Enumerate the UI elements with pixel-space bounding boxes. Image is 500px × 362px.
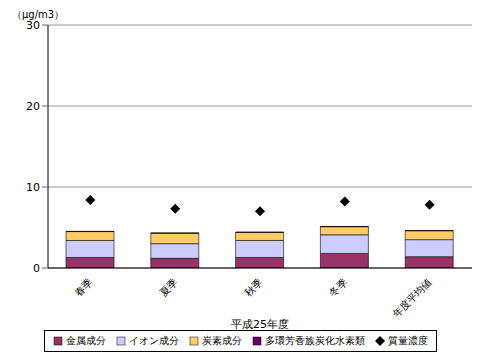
svg-text:年度平均値: 年度平均値 xyxy=(391,276,434,319)
html-text:質量濃度: 質量濃度 xyxy=(387,335,428,346)
svg-text:0: 0 xyxy=(33,262,40,275)
svg-text:20: 20 xyxy=(26,100,40,113)
svg-text:30: 30 xyxy=(26,19,40,32)
svg-text:冬季: 冬季 xyxy=(327,276,349,298)
html-text:炭素成分: 炭素成分 xyxy=(201,335,242,346)
svg-text:平成25年度: 平成25年度 xyxy=(231,318,289,331)
html-text:多環芳香族炭化水素類: 多環芳香族炭化水素類 xyxy=(264,335,365,346)
html-text:金属成分: 金属成分 xyxy=(65,335,106,346)
html-text:（μg/m3）: （μg/m3） xyxy=(12,9,65,20)
svg-text:春季: 春季 xyxy=(73,276,95,298)
html-text:イオン成分: イオン成分 xyxy=(128,335,179,346)
svg-text:夏季: 夏季 xyxy=(158,276,180,298)
svg-text:10: 10 xyxy=(26,181,40,194)
svg-text:秋季: 秋季 xyxy=(242,276,264,298)
